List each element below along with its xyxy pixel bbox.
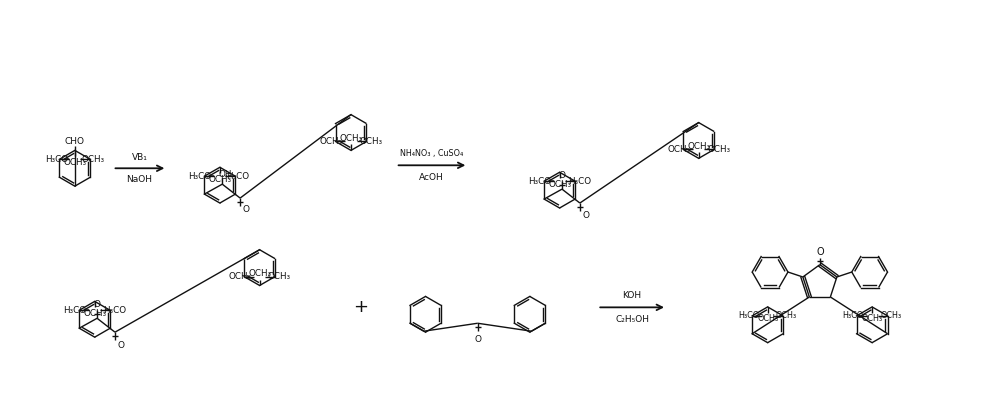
Text: H₃CO: H₃CO <box>226 172 249 181</box>
Text: KOH: KOH <box>623 291 642 300</box>
Text: OCH₃: OCH₃ <box>83 309 106 318</box>
Text: OCH₃: OCH₃ <box>776 311 797 321</box>
Text: H₃CO: H₃CO <box>738 311 759 321</box>
Text: OCH₃: OCH₃ <box>208 175 231 184</box>
Text: H₃CO: H₃CO <box>103 306 126 315</box>
Text: H₃CO: H₃CO <box>568 177 591 186</box>
Text: NaOH: NaOH <box>126 175 152 184</box>
Text: OCH₃: OCH₃ <box>880 311 902 321</box>
Text: H₃CO: H₃CO <box>45 155 68 164</box>
Text: H₃CO: H₃CO <box>843 311 864 321</box>
Text: VB₁: VB₁ <box>131 153 147 162</box>
Text: O: O <box>94 300 101 309</box>
Text: OCH₃: OCH₃ <box>667 145 690 154</box>
Text: OCH₃: OCH₃ <box>228 272 251 281</box>
Text: OCH₃: OCH₃ <box>320 137 343 146</box>
Text: OCH₃: OCH₃ <box>548 180 571 189</box>
Text: O: O <box>117 341 124 349</box>
Text: OCH₃: OCH₃ <box>339 134 363 143</box>
Text: +: + <box>353 298 368 316</box>
Text: O: O <box>474 335 481 344</box>
Text: H₃CO: H₃CO <box>528 177 551 186</box>
Text: OCH₃: OCH₃ <box>81 155 104 164</box>
Text: O: O <box>816 247 824 257</box>
Text: OCH₃: OCH₃ <box>268 272 291 281</box>
Text: OCH₃: OCH₃ <box>687 142 710 151</box>
Text: OCH₃: OCH₃ <box>63 158 86 167</box>
Text: NH₄NO₃ , CuSO₄: NH₄NO₃ , CuSO₄ <box>400 149 463 158</box>
Text: OH: OH <box>218 170 232 179</box>
Text: CHO: CHO <box>65 137 85 146</box>
Text: O: O <box>558 171 565 180</box>
Text: O: O <box>243 205 250 215</box>
Text: H₃CO: H₃CO <box>63 306 86 315</box>
Text: OCH₃: OCH₃ <box>862 314 883 323</box>
Text: OCH₃: OCH₃ <box>359 137 382 146</box>
Text: O: O <box>582 212 589 220</box>
Text: OCH₃: OCH₃ <box>248 269 271 278</box>
Text: H₃CO: H₃CO <box>188 172 212 181</box>
Text: OCH₃: OCH₃ <box>707 145 730 154</box>
Text: C₂H₅OH: C₂H₅OH <box>615 315 649 324</box>
Text: OCH₃: OCH₃ <box>757 314 778 323</box>
Text: AcOH: AcOH <box>419 173 444 182</box>
